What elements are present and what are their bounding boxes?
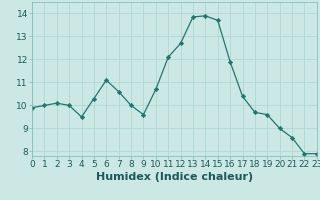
X-axis label: Humidex (Indice chaleur): Humidex (Indice chaleur) xyxy=(96,172,253,182)
